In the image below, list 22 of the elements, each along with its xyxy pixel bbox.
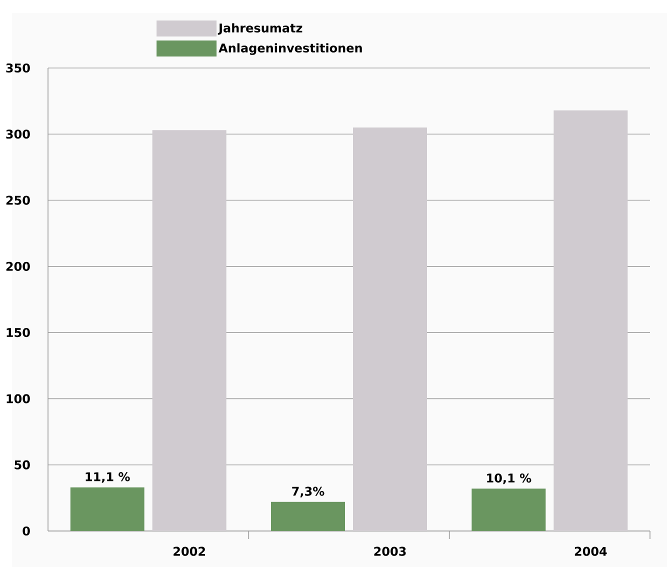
bar: [70, 487, 144, 531]
bar: [472, 488, 546, 531]
y-tick-label: 150: [6, 328, 30, 338]
bar: [554, 110, 628, 531]
legend-label: Anlageninvestitionen: [218, 43, 362, 55]
y-tick-label: 350: [6, 63, 30, 73]
annotation: 7,3%: [292, 486, 324, 498]
x-tick-label: 2002: [174, 546, 205, 556]
annotation: 10,1 %: [487, 474, 532, 484]
bar: [152, 130, 226, 531]
bar: [271, 502, 345, 531]
y-tick-label: 200: [6, 262, 30, 271]
legend-label: Jahresumatz: [218, 23, 302, 35]
bar: [353, 128, 427, 531]
annotation: 11,1 %: [86, 472, 130, 483]
y-tick-label: 100: [6, 394, 30, 404]
y-tick-label: 250: [6, 196, 30, 205]
x-tick-label: 2004: [574, 546, 607, 556]
y-tick-label: 0: [22, 526, 30, 536]
y-tick-label: 50: [14, 460, 30, 470]
x-tick-label: 2003: [374, 546, 406, 556]
y-tick-label: 300: [6, 130, 30, 139]
